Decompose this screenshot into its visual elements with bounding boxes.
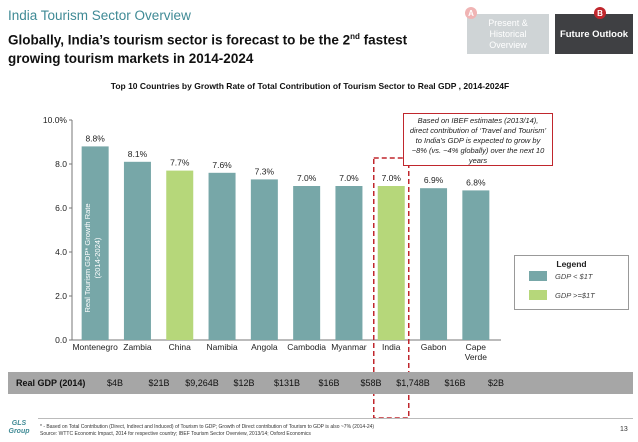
headline-text-2: fastest growing tourism markets in 2014-… [8,32,408,66]
bar-namibia [208,172,236,340]
x-tick-label: Angola [251,342,278,352]
gdp-cell-china: $9,264B [185,378,219,388]
gdp-cell-myanmar: $58B [360,378,382,388]
bar-montenegro [81,146,109,340]
gdp-cell-montenegro: $4B [106,378,123,388]
bar-value-label: 7.0% [339,173,359,183]
gdp-cell-india: $1,748B [396,378,430,388]
legend-swatch-low [529,271,547,281]
footnote-line-1: * - Based on Total Contribution (Direct,… [40,424,375,430]
legend-label-high: GDP >=$1T [555,291,595,300]
y-tick-label: 0.0 [55,335,67,345]
chart-callout: Based on IBEF estimates (2013/14), direc… [403,113,553,166]
tab-future-outlook[interactable]: Future Outlook [555,14,633,54]
bar-value-label: 8.8% [85,133,105,143]
x-tick-label: Myanmar [331,342,367,352]
section-title: India Tourism Sector Overview [8,8,191,23]
gdp-cell-zambia: $21B [148,378,170,388]
x-tick-label: China [169,342,191,352]
bar-myanmar [335,186,363,340]
footnote: * - Based on Total Contribution (Direct,… [40,424,600,437]
headline-superscript: nd [350,32,360,41]
gdp-cell-angola: $131B [273,378,301,388]
page-number: 13 [620,426,628,433]
chart-title: Top 10 Countries by Growth Rate of Total… [110,81,510,91]
gdp-row: Real GDP (2014) $4B $21B $9,264B $12B $1… [8,372,633,394]
x-tick-label: Gabon [421,342,447,352]
bar-zambia [123,161,151,340]
bar-value-label: 7.6% [212,160,232,170]
legend-swatch-high [529,290,547,300]
gdp-row-label: Real GDP (2014) [16,378,86,388]
x-tick-label: Cambodia [287,342,326,352]
tab-label: Present & Historical Overview [488,17,528,50]
y-tick-label: 10.0% [43,115,68,125]
bar-india [377,186,405,340]
x-tick-label: Montenegro [72,342,118,352]
y-axis-title-suffix: (2014-2024) [93,237,102,278]
headline-text-1: Globally, India’s tourism sector is fore… [8,32,351,48]
tab-badge-a: A [465,7,477,19]
bar-angola [250,179,278,340]
bar-gabon [420,188,448,340]
bar-china [166,170,194,340]
bar-cambodia [293,186,321,340]
chart-legend: Legend GDP < $1T GDP >=$1T [514,255,629,310]
page-headline: Globally, India’s tourism sector is fore… [8,28,438,68]
bar-value-label: 7.3% [255,166,275,176]
bar-value-label: 8.1% [128,149,148,159]
y-tick-label: 8.0 [55,159,67,169]
y-axis-title: Real Tourism GDP* Growth Rate [83,203,92,312]
tab-present-historical-overview[interactable]: Present & Historical Overview [467,14,549,54]
company-logo: GLS Group [8,420,30,435]
x-tick-label: Cape [466,342,487,352]
bar-value-label: 7.0% [382,173,402,183]
y-tick-label: 4.0 [55,247,67,257]
gdp-cell-cape-verde: $2B [487,378,504,388]
tab-label: Future Outlook [559,28,629,40]
bar-value-label: 6.9% [424,175,444,185]
bar-cape-verde [462,190,490,340]
bar-value-label: 7.7% [170,158,190,168]
x-tick-label: Verde [465,352,487,362]
bar-value-label: 6.8% [466,177,486,187]
gdp-cell-gabon: $16B [444,378,466,388]
x-tick-label: Namibia [206,342,237,352]
bar-value-label: 7.0% [297,173,317,183]
x-tick-label: Zambia [123,342,152,352]
tab-badge-b: B [594,7,606,19]
footer-divider [38,418,633,419]
gdp-cell-namibia: $12B [233,378,255,388]
legend-title: Legend [556,259,587,269]
footnote-line-2: Source: WTTC Economic Impact, 2014 for r… [40,430,311,437]
y-tick-label: 6.0 [55,203,67,213]
x-tick-label: India [382,342,401,352]
legend-label-low: GDP < $1T [555,272,593,281]
y-tick-label: 2.0 [55,291,67,301]
gdp-cell-cambodia: $16B [318,378,340,388]
